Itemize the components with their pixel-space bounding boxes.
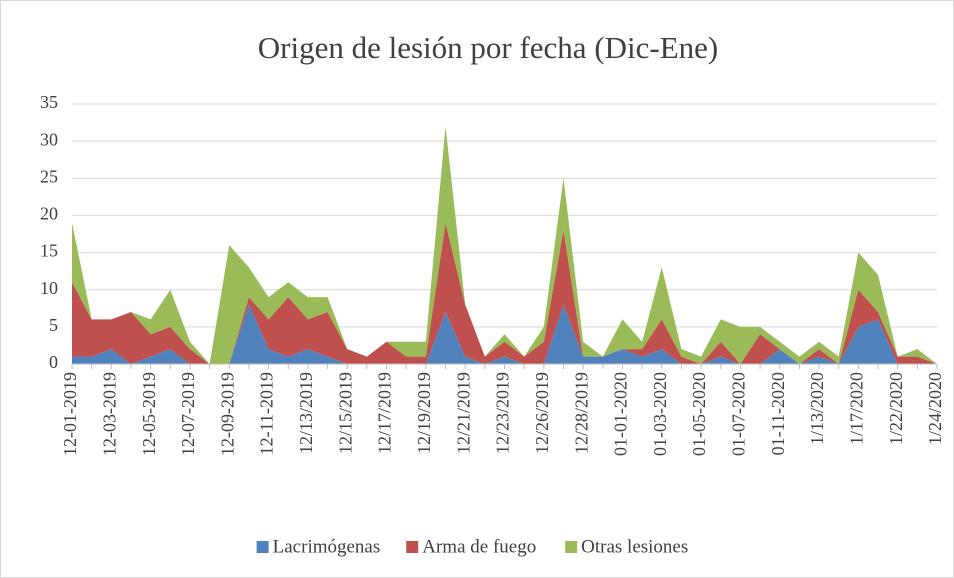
y-tick-label: 30	[40, 129, 58, 149]
legend-swatch	[256, 541, 269, 553]
x-tick-label: 12-09-2019	[217, 372, 237, 456]
legend-swatch	[565, 541, 578, 553]
x-tick-label: 12-03-2019	[99, 372, 119, 456]
chart-title: Origen de lesión por fecha (Dic-Ene)	[258, 30, 719, 65]
x-tick-label: 1/17/2020	[846, 372, 866, 445]
x-tick-label: 1/13/2020	[807, 372, 827, 445]
area	[72, 222, 937, 364]
x-tick-label: 12/13/2019	[296, 372, 316, 454]
x-tick-label: 01-07-2020	[729, 372, 749, 456]
x-tick-label: 12-11-2019	[257, 372, 277, 455]
legend-label: Lacrimógenas	[273, 536, 381, 557]
x-tick-label: 12-01-2019	[60, 372, 80, 456]
x-tick-label: 12/23/2019	[493, 372, 513, 454]
x-tick-label: 12-07-2019	[178, 372, 198, 456]
x-tick-label: 01-05-2020	[689, 372, 709, 456]
x-tick-label: 12/19/2019	[414, 372, 434, 454]
area	[72, 304, 937, 364]
y-tick-label: 20	[40, 204, 58, 224]
y-tick-label: 25	[40, 166, 58, 186]
x-tick-label: 12-05-2019	[139, 372, 159, 456]
x-tick-label: 12/17/2019	[375, 372, 395, 454]
x-tick-label: 01-03-2020	[650, 372, 670, 456]
y-tick-label: 5	[49, 315, 58, 335]
legend-label: Arma de fuego	[422, 536, 536, 557]
y-tick-label: 35	[40, 92, 58, 112]
x-tick-label: 12/26/2019	[532, 372, 552, 454]
legend-label: Otras lesiones	[581, 536, 688, 557]
x-tick-label: 12/21/2019	[453, 372, 473, 454]
x-tick-label: 01-11-2020	[768, 372, 788, 455]
y-tick-label: 10	[40, 278, 58, 298]
x-tick-label: 12/28/2019	[571, 372, 591, 454]
x-tick-label: 1/22/2020	[886, 372, 906, 445]
x-tick-label: 12/15/2019	[335, 372, 355, 454]
y-tick-label: 0	[49, 352, 58, 372]
x-tick-label: 1/24/2020	[925, 372, 945, 445]
legend-swatch	[406, 541, 419, 553]
x-tick-label: 01-01-2020	[611, 372, 631, 456]
y-tick-label: 15	[40, 241, 58, 261]
